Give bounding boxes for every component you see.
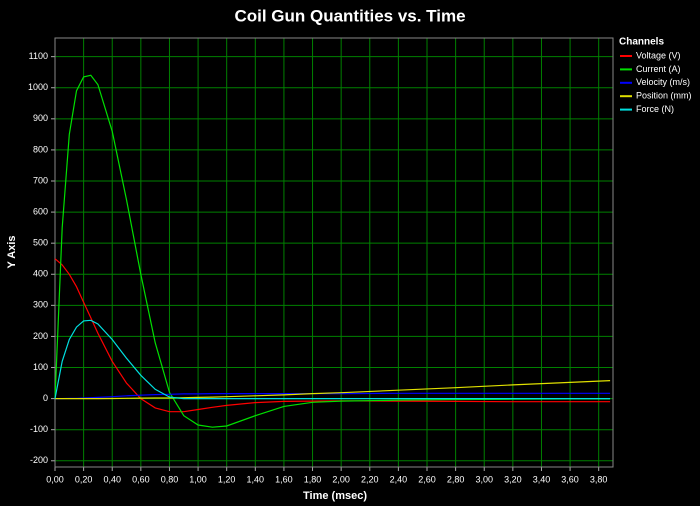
y-tick-label: 900 (33, 113, 48, 123)
series-line (54, 74, 611, 428)
x-tick-label: 1,20 (218, 474, 236, 484)
x-tick-label: 0,60 (132, 474, 150, 484)
y-tick-label: 800 (33, 144, 48, 154)
y-tick-label: -100 (30, 424, 48, 434)
x-tick-label: 3,40 (533, 474, 551, 484)
legend-label: Voltage (V) (636, 50, 681, 60)
x-tick-label: 3,60 (561, 474, 579, 484)
x-tick-label: 3,20 (504, 474, 522, 484)
plot-frame (54, 37, 614, 468)
y-tick-label: 400 (33, 269, 48, 279)
chart-title: Coil Gun Quantities vs. Time (234, 6, 465, 25)
legend-label: Position (mm) (636, 91, 692, 101)
y-tick-label: 100 (33, 362, 48, 372)
x-tick-label: 1,40 (247, 474, 265, 484)
series-line (54, 319, 611, 400)
x-tick-label: 0,40 (103, 474, 121, 484)
y-tick-label: 600 (33, 206, 48, 216)
x-tick-label: 2,80 (447, 474, 465, 484)
x-tick-label: 2,60 (418, 474, 436, 484)
x-tick-label: 2,40 (390, 474, 408, 484)
y-tick-label: -200 (30, 455, 48, 465)
series-line (54, 258, 611, 413)
legend-label: Velocity (m/s) (636, 77, 690, 87)
legend-title: Channels (619, 37, 664, 48)
y-tick-label: 0 (43, 393, 48, 403)
series-line (55, 380, 611, 400)
x-tick-label: 1,60 (275, 474, 293, 484)
x-tick-label: 0,20 (75, 474, 93, 484)
x-tick-label: 2,20 (361, 474, 379, 484)
x-tick-label: 3,80 (590, 474, 608, 484)
y-tick-label: 1000 (28, 82, 48, 92)
x-tick-label: 2,00 (332, 474, 350, 484)
legend-label: Force (N) (636, 104, 674, 114)
x-tick-label: 0,00 (46, 474, 64, 484)
x-tick-label: 3,00 (475, 474, 493, 484)
y-tick-label: 1100 (29, 51, 48, 61)
x-tick-label: 1,80 (304, 474, 322, 484)
y-axis-title: Y Axis (6, 235, 18, 268)
y-tick-label: 700 (33, 175, 48, 185)
y-tick-label: 500 (33, 238, 48, 248)
legend-label: Current (A) (636, 64, 681, 74)
x-tick-label: 1,00 (189, 474, 207, 484)
y-tick-label: 200 (33, 331, 48, 341)
x-axis-title: Time (msec) (303, 490, 367, 502)
x-tick-label: 0,80 (161, 474, 179, 484)
y-tick-label: 300 (33, 300, 48, 310)
